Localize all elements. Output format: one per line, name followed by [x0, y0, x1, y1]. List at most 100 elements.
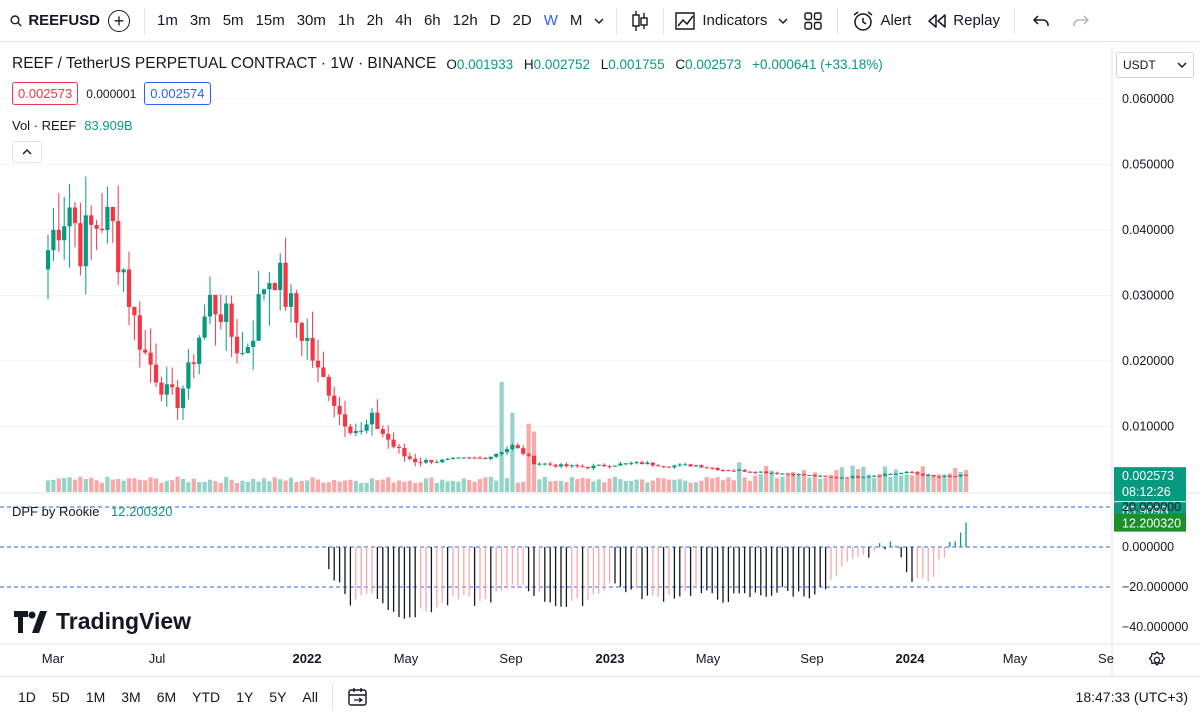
price-tick-label: 0.030000 [1122, 289, 1174, 303]
interval-d[interactable]: D [489, 12, 501, 29]
buy-price-box[interactable]: 0.002574 [144, 82, 211, 105]
range-5d[interactable]: 5D [51, 688, 70, 705]
symbol-title[interactable]: REEF / TetherUS PERPETUAL CONTRACT · 1W … [12, 55, 437, 72]
indicators-button[interactable]: Indicators [670, 0, 771, 42]
price-grid [0, 98, 1112, 428]
volume-bar [450, 480, 456, 492]
chevron-down-icon [1177, 62, 1187, 68]
dpf-tick-label: 20.000000 [1122, 500, 1181, 514]
dpf-axis: 20.000000 0.000000 −20.000000 −40.000000 [1122, 500, 1188, 634]
range-all[interactable]: All [302, 688, 318, 705]
candle-body [569, 465, 574, 467]
candle-body [494, 454, 499, 457]
interval-1h[interactable]: 1h [337, 12, 355, 29]
candle-body [483, 457, 488, 459]
interval-2h[interactable]: 2h [366, 12, 384, 29]
candle-body [359, 430, 364, 432]
layouts-button[interactable] [795, 0, 831, 42]
chart-type-button[interactable] [623, 0, 657, 42]
volume-bar [942, 474, 947, 492]
range-1d[interactable]: 1D [18, 688, 36, 705]
volume-bar [958, 471, 963, 492]
candle-body [164, 384, 169, 395]
candle-body [353, 430, 358, 434]
time-tick-label: May [1003, 651, 1028, 666]
volume-bar [175, 476, 180, 492]
tradingview-logo[interactable]: TradingView [14, 608, 191, 635]
interval-5m[interactable]: 5m [222, 12, 244, 29]
interval-12h[interactable]: 12h [452, 12, 478, 29]
candle-body [62, 226, 67, 241]
dpf-name[interactable]: DPF by Rookie [12, 504, 100, 519]
candle-body [801, 474, 807, 476]
chart-area[interactable]: 0.060000 0.050000 0.040000 0.030000 0.020000… [0, 46, 1200, 676]
volume-bar [483, 477, 488, 492]
candle-body [888, 474, 893, 476]
interval-w[interactable]: W [543, 12, 558, 29]
range-6m[interactable]: 6M [156, 688, 177, 705]
interval-30m[interactable]: 30m [296, 12, 326, 29]
volume-bar [699, 480, 704, 492]
candle-body [542, 463, 547, 465]
candle-body [472, 457, 477, 459]
candle-body [148, 352, 153, 365]
interval-2d[interactable]: 2D [512, 12, 532, 29]
collapse-legend-button[interactable] [12, 141, 42, 163]
volume-bar [893, 469, 898, 492]
range-1y[interactable]: 1Y [236, 688, 254, 705]
indicators-dropdown[interactable] [771, 0, 795, 42]
candle-body [715, 467, 720, 471]
toolbar-divider [331, 683, 333, 710]
candle-body [197, 337, 202, 364]
candle-body [661, 466, 666, 468]
interval-15m[interactable]: 15m [255, 12, 285, 29]
range-1m[interactable]: 1M [85, 688, 106, 705]
candle-body [245, 347, 250, 354]
candle-body [942, 475, 947, 477]
undo-button[interactable] [1021, 0, 1061, 42]
volume-bar [812, 472, 817, 492]
range-5y[interactable]: 5Y [269, 688, 287, 705]
undo-icon [1032, 14, 1049, 26]
symbol-search[interactable]: REEFUSD [0, 0, 100, 42]
candle-body [423, 459, 429, 463]
volume-bar [769, 470, 774, 492]
sell-price-box[interactable]: 0.002573 [12, 82, 79, 105]
chart-settings-button[interactable] [1146, 649, 1168, 671]
range-ytd[interactable]: YTD [192, 688, 221, 705]
candle-body [440, 459, 445, 463]
range-3m[interactable]: 3M [121, 688, 141, 705]
dpf-tick-label: −40.000000 [1122, 620, 1188, 634]
volume-bar [791, 471, 796, 492]
candle-body [780, 473, 785, 475]
candle-body [402, 448, 407, 457]
volume-bar [137, 479, 142, 492]
candle-body [234, 336, 240, 354]
interval-3m[interactable]: 3m [189, 12, 211, 29]
timezone-clock[interactable]: 18:47:33 (UTC+3) [1076, 677, 1188, 716]
volume-bar [94, 480, 99, 492]
interval-dropdown[interactable] [588, 0, 610, 42]
volume-bar [72, 479, 78, 492]
interval-1m[interactable]: 1m [157, 12, 178, 29]
redo-button[interactable] [1061, 0, 1101, 42]
candle-body [99, 228, 105, 231]
volume-bar [720, 480, 726, 492]
candle-body [963, 474, 969, 476]
volume-bar [45, 480, 51, 492]
compare-button[interactable]: + [100, 0, 138, 42]
interval-m[interactable]: M [569, 12, 583, 29]
candle-body [348, 426, 353, 434]
currency-select[interactable]: USDT [1116, 52, 1194, 78]
goto-date-button[interactable] [339, 687, 377, 707]
interval-6h[interactable]: 6h [423, 12, 441, 29]
replay-label: Replay [953, 12, 1000, 29]
volume-bar [515, 482, 520, 492]
price-chart[interactable]: 0.060000 0.050000 0.040000 0.030000 0.020000… [0, 46, 1200, 676]
volume-bar [839, 467, 844, 492]
replay-button[interactable]: Replay [919, 0, 1008, 42]
ohlc-values: O0.001933 H0.002752 L0.001755 C0.002573 … [446, 57, 889, 72]
interval-4h[interactable]: 4h [395, 12, 412, 29]
alert-button[interactable]: Alert [844, 0, 919, 42]
candle-body [267, 283, 272, 290]
